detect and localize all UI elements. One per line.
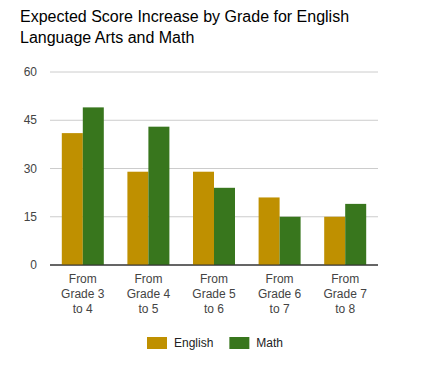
x-tick-line: From: [331, 272, 359, 286]
x-tick-label: FromGrade 5to 6: [192, 272, 236, 316]
title-line: Expected Score Increase by Grade for Eng…: [20, 8, 349, 25]
grid-line: [50, 265, 378, 266]
bar: [127, 172, 148, 265]
grid-line: [50, 72, 378, 73]
title-line: Language Arts and Math: [20, 29, 194, 46]
x-tick-line: Grade 7: [324, 287, 368, 301]
bar: [280, 217, 301, 265]
y-tick-label: 60: [24, 65, 38, 79]
x-tick-line: to 8: [335, 302, 355, 316]
x-tick-line: Grade 5: [192, 287, 236, 301]
x-tick-line: to 4: [73, 302, 93, 316]
x-tick-label: FromGrade 4to 5: [127, 272, 171, 316]
bar: [324, 217, 345, 265]
x-tick-line: to 5: [138, 302, 158, 316]
x-tick-line: Grade 6: [258, 287, 302, 301]
legend-swatch: [147, 337, 167, 349]
bar: [83, 107, 104, 265]
legend-label: English: [174, 336, 213, 350]
bar: [345, 204, 366, 265]
bar: [214, 188, 235, 265]
chart-svg: Expected Score Increase by Grade for Eng…: [0, 0, 426, 371]
bars: [62, 107, 366, 265]
legend-label: Math: [256, 336, 283, 350]
legend-swatch: [229, 337, 249, 349]
x-tick-line: to 7: [270, 302, 290, 316]
legend: English Math: [147, 336, 283, 350]
title: Expected Score Increase by Grade for Eng…: [20, 8, 349, 46]
x-tick-line: Grade 3: [61, 287, 105, 301]
y-tick-label: 15: [24, 210, 38, 224]
x-tick-line: to 6: [204, 302, 224, 316]
bar: [62, 133, 83, 265]
x-tick-label: FromGrade 6to 7: [258, 272, 302, 316]
bar: [193, 172, 214, 265]
y-tick-label: 45: [24, 113, 38, 127]
x-tick-line: From: [200, 272, 228, 286]
x-tick-line: From: [69, 272, 97, 286]
bar: [148, 127, 169, 265]
x-tick-line: From: [134, 272, 162, 286]
x-tick-label: FromGrade 7to 8: [324, 272, 368, 316]
chart-container: Expected Score Increase by Grade for Eng…: [0, 0, 426, 371]
bar: [259, 197, 280, 265]
x-tick-label: FromGrade 3to 4: [61, 272, 105, 316]
x-tick-line: Grade 4: [127, 287, 171, 301]
y-tick-label: 0: [30, 258, 37, 272]
y-tick-label: 30: [24, 162, 38, 176]
x-tick-line: From: [266, 272, 294, 286]
baseline: [50, 265, 378, 266]
